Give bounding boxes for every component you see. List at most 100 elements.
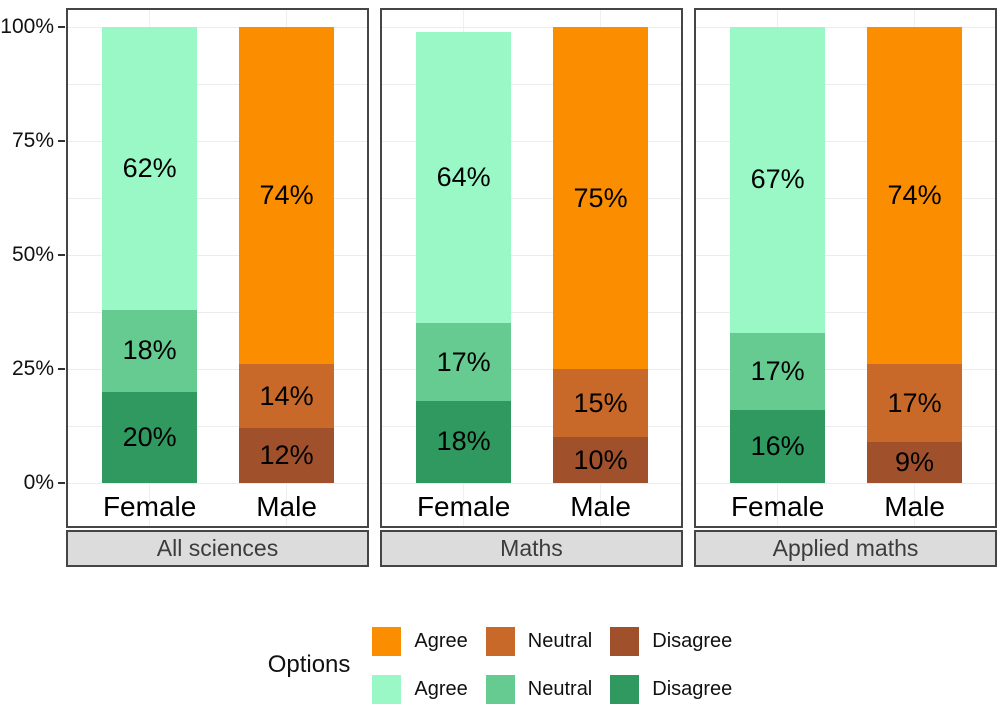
legend-title: Options: [267, 650, 351, 678]
horizontal-gridline: [382, 483, 681, 484]
bar-segment-disagree: 9%: [866, 441, 963, 483]
horizontal-gridline: [696, 27, 995, 28]
horizontal-gridline: [68, 369, 367, 370]
stacked-bar-female: 20% 18% 62%: [101, 27, 198, 483]
horizontal-gridline: [696, 483, 995, 484]
y-axis-tick-label: 75%: [11, 129, 54, 152]
y-axis-tick-mark: [58, 140, 65, 142]
y-axis-tick-label: 25%: [11, 357, 54, 380]
bar-segment-agree: 74%: [866, 27, 963, 365]
horizontal-gridline: [696, 426, 995, 427]
horizontal-gridline: [696, 141, 995, 142]
bar-segment-neutral: 17%: [729, 332, 826, 411]
bar-segment-value: 18%: [436, 426, 491, 457]
legend-swatch: [485, 675, 515, 704]
bar-segment-value: 74%: [887, 180, 942, 211]
legend-item-disagree: Disagree: [610, 675, 732, 704]
x-axis-label-male: Male: [570, 491, 631, 522]
legend-item-agree: Agree: [372, 627, 468, 656]
bar-segment-value: 74%: [259, 180, 314, 211]
stacked-bar-male: 12% 14% 74%: [238, 27, 335, 483]
bar-segment-value: 16%: [750, 431, 805, 462]
legend-swatch: [610, 627, 640, 656]
horizontal-gridline: [696, 84, 995, 85]
legend-swatch: [372, 675, 402, 704]
horizontal-gridline: [68, 198, 367, 199]
facet-all-sciences: 20% 18% 62% Female 12% 14% 74% Male All sciences: [66, 8, 369, 567]
horizontal-gridline: [68, 483, 367, 484]
horizontal-gridline: [382, 27, 681, 28]
bar-segment-neutral: 15%: [552, 369, 649, 438]
horizontal-gridline: [382, 84, 681, 85]
y-axis-tick-mark: [58, 26, 65, 28]
x-axis-label-female: Female: [416, 491, 511, 522]
bar-segment-agree: 64%: [415, 31, 512, 324]
x-axis-label-male: Male: [884, 491, 945, 522]
x-axis-label-female: Female: [102, 491, 197, 522]
legend-item-label: Disagree: [652, 630, 733, 652]
bar-segment-disagree: 20%: [101, 391, 198, 483]
legend-item-neutral: Neutral: [485, 627, 592, 656]
horizontal-gridline: [696, 255, 995, 256]
bar-segment-neutral: 18%: [101, 309, 198, 392]
horizontal-gridline: [382, 312, 681, 313]
bar-segment-value: 20%: [122, 421, 177, 452]
facet-panel: 20% 18% 62% Female 12% 14% 74% Male: [66, 8, 369, 529]
facet-maths: 18% 17% 64% Female 10% 15% 75% Male Maths: [380, 8, 683, 567]
facet-strip-label: All sciences: [156, 535, 279, 562]
bar-segment-value: 17%: [887, 387, 942, 418]
facet-panel: 18% 17% 64% Female 10% 15% 75% Male: [380, 8, 683, 529]
bar-segment-value: 14%: [259, 380, 314, 411]
stacked-bar-male: 10% 15% 75%: [552, 27, 649, 483]
horizontal-gridline: [68, 141, 367, 142]
bar-segment-value: 67%: [750, 164, 805, 195]
bar-segment-neutral: 14%: [238, 364, 335, 429]
horizontal-gridline: [68, 84, 367, 85]
facet-strip-label: Applied maths: [772, 535, 919, 562]
bar-segment-value: 75%: [573, 182, 628, 213]
x-axis-label-female: Female: [730, 491, 825, 522]
horizontal-gridline: [696, 312, 995, 313]
facet-strip: Applied maths: [694, 530, 997, 567]
horizontal-gridline: [382, 198, 681, 199]
horizontal-gridline: [68, 312, 367, 313]
bar-segment-disagree: 10%: [552, 437, 649, 483]
legend-item-label: Disagree: [652, 678, 733, 700]
bar-segment-agree: 74%: [238, 27, 335, 365]
bar-segment-disagree: 18%: [415, 400, 512, 483]
bar-segment-neutral: 17%: [415, 323, 512, 401]
stacked-bar-female: 18% 17% 64%: [415, 27, 512, 483]
horizontal-gridline: [68, 27, 367, 28]
stacked-bar-male: 9% 17% 74%: [866, 27, 963, 483]
bar-segment-value: 15%: [573, 387, 628, 418]
y-axis-tick-label: 100%: [0, 15, 54, 38]
legend-swatch: [610, 675, 640, 704]
bar-segment-value: 12%: [259, 440, 314, 471]
horizontal-gridline: [382, 426, 681, 427]
horizontal-gridline: [382, 141, 681, 142]
bar-segment-value: 17%: [750, 355, 805, 386]
facet-strip: All sciences: [66, 530, 369, 567]
facet-strip: Maths: [380, 530, 683, 567]
y-axis-tick-mark: [58, 482, 65, 484]
chart-area: 0% 25% 50% 75% 100% 20% 18% 62% Female 12% 14% 74%…: [0, 8, 1000, 567]
horizontal-gridline: [382, 255, 681, 256]
bar-segment-agree: 75%: [552, 27, 649, 369]
bar-segment-neutral: 17%: [866, 364, 963, 442]
bar-segment-agree: 62%: [101, 27, 198, 310]
y-axis-tick-label: 0%: [23, 471, 54, 494]
facet-panels: 20% 18% 62% Female 12% 14% 74% Male All sciences…: [66, 8, 1000, 567]
legend-item-label: Neutral: [527, 678, 593, 700]
bar-segment-value: 18%: [122, 335, 177, 366]
bar-segment-disagree: 16%: [729, 410, 826, 483]
legend-item-label: Agree: [414, 630, 468, 652]
horizontal-gridline: [696, 198, 995, 199]
stacked-bar-female: 16% 17% 67%: [729, 27, 826, 483]
bar-segment-disagree: 12%: [238, 428, 335, 483]
facet-applied-maths: 16% 17% 67% Female 9% 17% 74% Male Applied maths: [694, 8, 997, 567]
bar-segment-value: 17%: [436, 346, 491, 377]
bar-segment-value: 64%: [436, 161, 491, 192]
y-axis-tick-mark: [58, 254, 65, 256]
horizontal-gridline: [696, 369, 995, 370]
